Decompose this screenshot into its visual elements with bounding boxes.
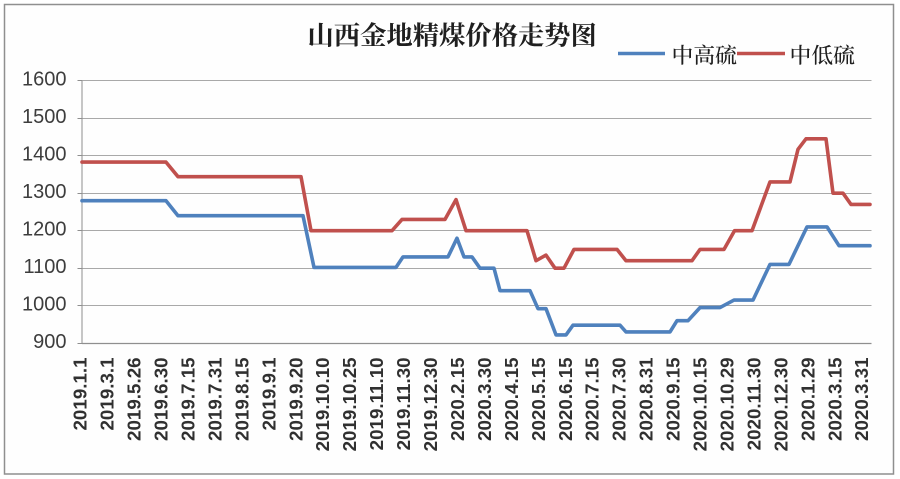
svg-text:1400: 1400 [22,143,67,165]
svg-text:2019.8.15: 2019.8.15 [231,357,252,441]
svg-text:2020.1.29: 2020.1.29 [797,357,818,441]
svg-text:1100: 1100 [23,256,66,278]
svg-text:2020.9.15: 2020.9.15 [663,357,684,441]
svg-text:1200: 1200 [22,218,67,240]
svg-text:2020.6.15: 2020.6.15 [555,357,576,441]
svg-text:2019.5.26: 2019.5.26 [124,357,145,441]
svg-text:2020.3.31: 2020.3.31 [851,357,872,441]
svg-text:1000: 1000 [22,293,67,315]
svg-text:2019.9.20: 2019.9.20 [285,357,306,441]
svg-text:2019.10.10: 2019.10.10 [312,357,333,451]
svg-text:2020.3.30: 2020.3.30 [474,357,495,441]
svg-text:2020.10.15: 2020.10.15 [690,357,711,451]
svg-text:2019.6.30: 2019.6.30 [151,357,172,441]
svg-text:2020.7.30: 2020.7.30 [609,357,630,441]
svg-text:2019.11.10: 2019.11.10 [366,357,387,450]
svg-text:2020.3.15: 2020.3.15 [824,357,845,441]
svg-text:2020.4.15: 2020.4.15 [501,357,522,441]
svg-text:2019.9.1: 2019.9.1 [258,357,279,430]
svg-text:2020.12.30: 2020.12.30 [770,357,791,451]
svg-text:2019.7.31: 2019.7.31 [205,357,226,441]
svg-text:2020.10.29: 2020.10.29 [717,357,738,451]
svg-text:900: 900 [33,331,66,353]
svg-text:1500: 1500 [22,106,67,128]
svg-text:2020.8.31: 2020.8.31 [636,357,657,441]
svg-text:2020.5.15: 2020.5.15 [528,357,549,441]
svg-text:2020.2.15: 2020.2.15 [447,357,468,441]
svg-text:2019.3.1: 2019.3.1 [97,357,118,430]
svg-text:2019.11.30: 2019.11.30 [393,357,414,450]
svg-text:1600: 1600 [22,68,67,90]
svg-text:2019.12.30: 2019.12.30 [420,357,441,451]
svg-text:2019.7.15: 2019.7.15 [178,357,199,441]
svg-text:2019.1.1: 2019.1.1 [70,357,91,430]
svg-text:2020.7.15: 2020.7.15 [582,357,603,441]
svg-text:2020.11.30: 2020.11.30 [743,357,764,450]
svg-text:1300: 1300 [22,181,67,203]
svg-text:2019.10.25: 2019.10.25 [339,357,360,451]
